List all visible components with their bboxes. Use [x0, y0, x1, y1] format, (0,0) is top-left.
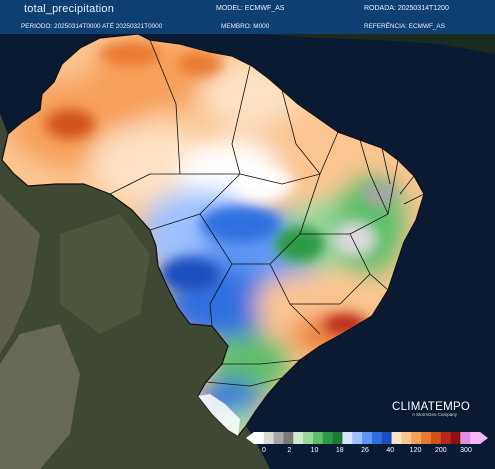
map-canvas — [0, 34, 495, 469]
northern-landmass — [0, 34, 495, 54]
legend-swatch — [371, 432, 383, 444]
legend-swatch — [293, 432, 304, 444]
interior-plains — [60, 214, 150, 334]
legend-swatch — [381, 432, 393, 444]
legend-tick-label: 2 — [287, 447, 292, 454]
precipitation-map — [0, 34, 495, 469]
legend-swatch — [401, 432, 412, 444]
legend-tick-label: 18 — [335, 447, 344, 454]
legend-arrow-right — [480, 432, 488, 444]
legend-swatch — [273, 432, 284, 444]
legend-swatch — [303, 432, 314, 444]
legend-swatch — [450, 432, 461, 444]
legend-tick-label: 120 — [409, 447, 422, 454]
legend-swatch — [411, 432, 422, 444]
southern-andes — [0, 324, 80, 469]
legend-colorbar — [246, 432, 488, 444]
legend-tick-label: 26 — [361, 447, 369, 454]
variable-title: total_precipitation — [24, 3, 115, 15]
member-label: MEMBRO: M000 — [221, 23, 270, 30]
period-label: PERIODO: 20250314T0000 ATÉ 20250321T0000 — [21, 23, 163, 30]
logo-tagline: A StormGeo Company — [412, 412, 458, 417]
legend-tick-label: 40 — [386, 447, 395, 454]
legend-swatch — [430, 432, 442, 444]
legend-swatch — [470, 432, 481, 444]
run-label: RODADA: 20250314T1200 — [364, 5, 449, 12]
legend-swatch — [283, 432, 294, 444]
header-bar: total_precipitation MODEL: ECMWF_AS RODA… — [0, 0, 495, 34]
legend-swatch — [391, 432, 402, 444]
legend-swatch — [342, 432, 353, 444]
legend-swatch — [460, 432, 471, 444]
legend-swatch — [440, 432, 452, 444]
logo-name: CLIMATEMPO — [392, 401, 471, 413]
legend-swatch — [332, 432, 343, 444]
legend-swatch — [421, 432, 432, 444]
andes-highlands — [0, 194, 40, 354]
legend-tick-label: 0 — [262, 447, 266, 454]
uruguay-dry-area — [198, 394, 240, 436]
legend-swatch — [312, 432, 324, 444]
reference-label: REFERÊNCIA: ECMWF_AS — [364, 23, 445, 30]
legend-swatch — [322, 432, 334, 444]
model-label: MODEL: ECMWF_AS — [216, 5, 285, 12]
legend-swatch — [362, 432, 373, 444]
legend-swatch — [352, 432, 363, 444]
state-borders — [1, 34, 425, 437]
legend-tick-label: 300 — [460, 447, 472, 454]
legend-tick-label: 200 — [434, 447, 447, 454]
legend-tick-label: 10 — [310, 447, 319, 454]
legend-swatch — [263, 432, 275, 444]
precipitation-legend: 0 2 10 18 26 40 120 200 300 — [246, 429, 488, 456]
legend-arrow-left — [246, 432, 254, 444]
climatempo-logo: CLIMATEMPO A StormGeo Company — [392, 401, 470, 417]
legend-swatch — [254, 432, 265, 444]
